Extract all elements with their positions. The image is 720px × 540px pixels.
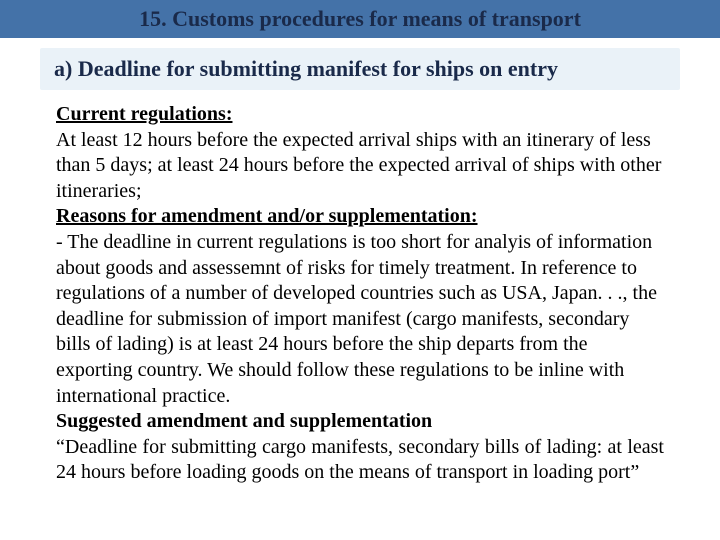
header-bar: 15. Customs procedures for means of tran…: [0, 0, 720, 38]
reasons-text: - The deadline in current regulations is…: [56, 230, 664, 409]
content-body: Current regulations: At least 12 hours b…: [0, 98, 720, 486]
sub-header-wrap: a) Deadline for submitting manifest for …: [0, 38, 720, 98]
sub-header: a) Deadline for submitting manifest for …: [40, 48, 680, 90]
current-regulations-text: At least 12 hours before the expected ar…: [56, 128, 664, 205]
header-title: 15. Customs procedures for means of tran…: [139, 6, 581, 31]
suggested-label: Suggested amendment and supplementation: [56, 409, 664, 435]
reasons-label: Reasons for amendment and/or supplementa…: [56, 204, 664, 230]
current-regulations-label: Current regulations:: [56, 102, 664, 128]
suggested-text: “Deadline for submitting cargo manifests…: [56, 435, 664, 486]
